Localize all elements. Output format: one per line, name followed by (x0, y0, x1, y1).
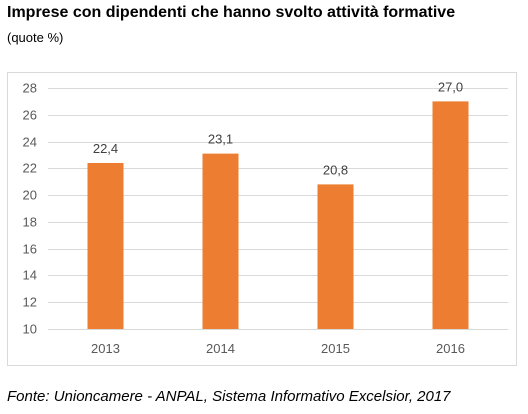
bar-chart: 10 12 14 16 18 20 22 24 26 28 22,4 2013 23,1 2014 20,8… (23, 79, 508, 356)
source-note: Fonte: Unioncamere - ANPAL, Sistema Info… (7, 388, 451, 405)
bar-2016 (432, 101, 469, 329)
x-tick-label-2015: 2015 (321, 341, 350, 356)
y-tick-label-24: 24 (23, 135, 37, 150)
y-tick-label-20: 20 (23, 188, 37, 203)
chart-subtitle: (quote %) (7, 30, 64, 45)
chart-area: 10 12 14 16 18 20 22 24 26 28 22,4 2013 23,1 2014 20,8… (7, 72, 517, 366)
y-tick-label-12: 12 (23, 295, 37, 310)
x-tick-label-2013: 2013 (91, 341, 120, 356)
chart-title: Imprese con dipendenti che hanno svolto … (7, 4, 456, 21)
y-tick-label-10: 10 (23, 322, 37, 337)
bar-2013 (87, 162, 124, 329)
bar-2014 (202, 153, 239, 329)
y-tick-label-16: 16 (23, 242, 37, 257)
data-label-2014: 23,1 (208, 132, 233, 147)
y-tick-label-14: 14 (23, 268, 37, 283)
y-tick-label-18: 18 (23, 215, 37, 230)
x-tick-label-2014: 2014 (206, 341, 235, 356)
x-tick-label-2016: 2016 (436, 341, 465, 356)
y-tick-label-28: 28 (23, 81, 37, 96)
data-label-2015: 20,8 (323, 162, 348, 177)
data-label-2016: 27,0 (438, 79, 463, 94)
y-tick-label-26: 26 (23, 108, 37, 123)
data-label-2013: 22,4 (93, 141, 118, 156)
y-tick-label-22: 22 (23, 161, 37, 176)
bar-2015 (317, 184, 354, 329)
